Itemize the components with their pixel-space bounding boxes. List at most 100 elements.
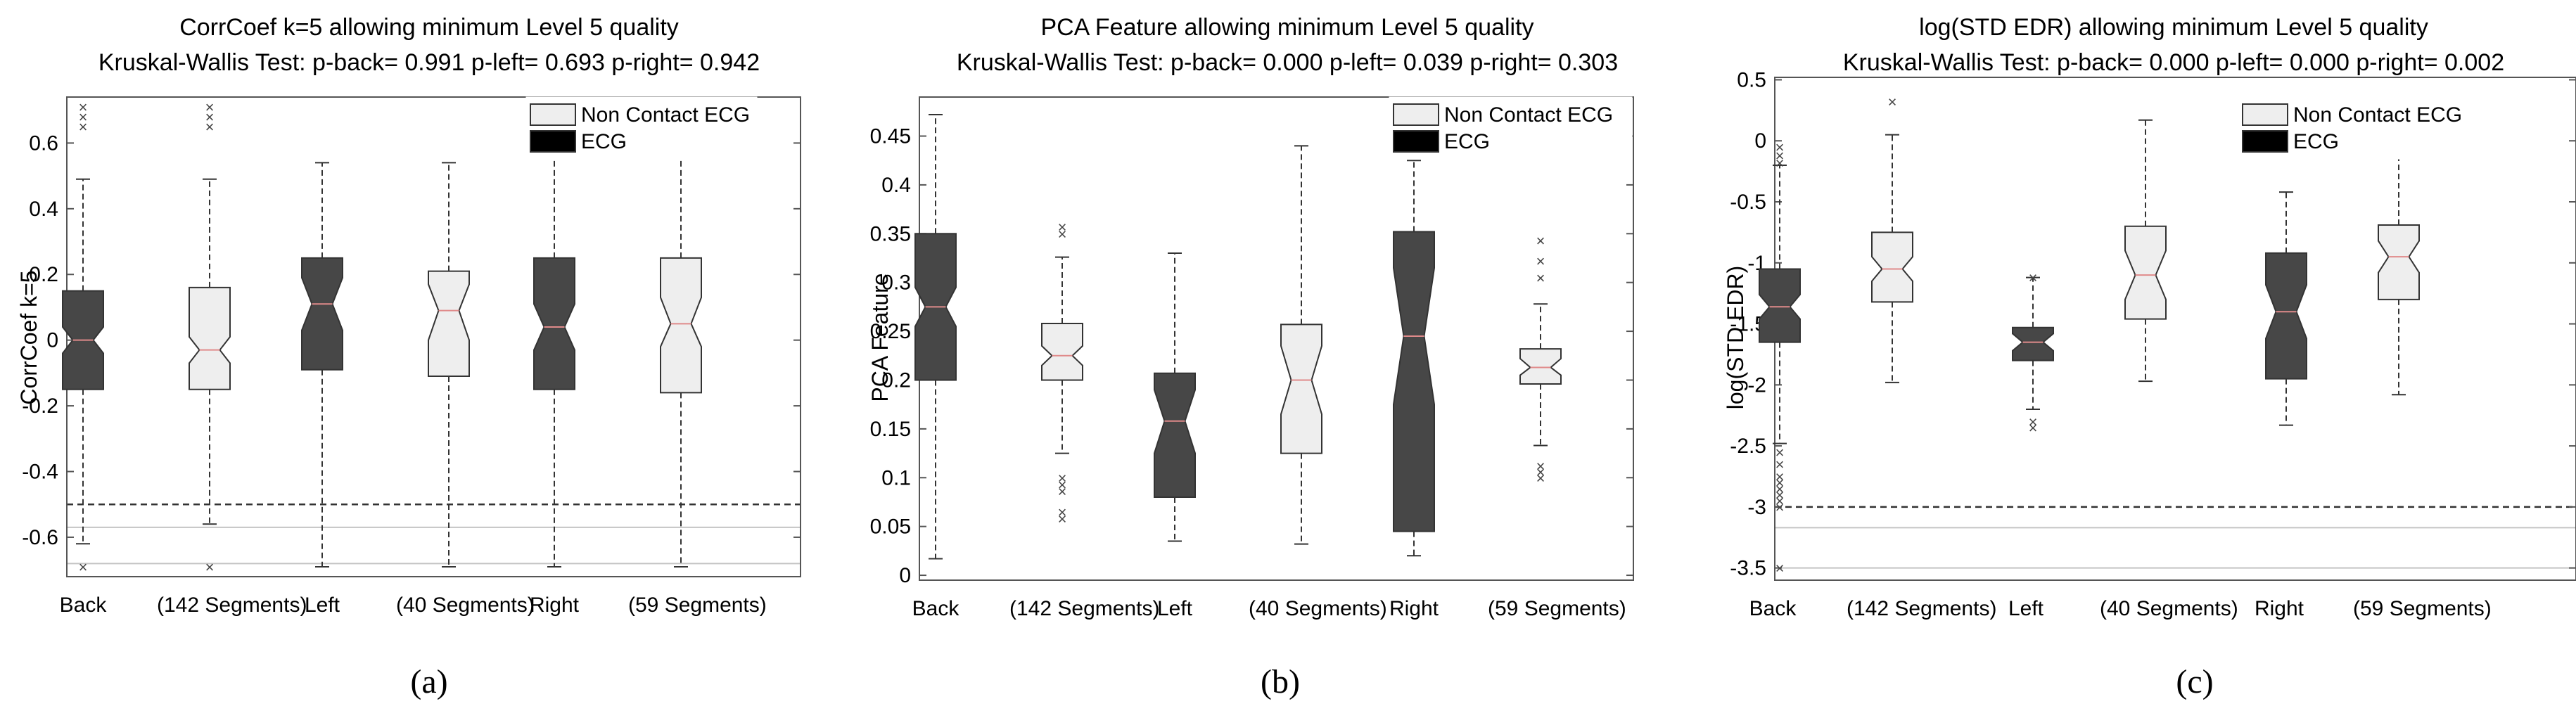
y-tick-label: 0	[46, 329, 58, 352]
ecg-box	[2265, 252, 2307, 380]
outlier-marker: ×	[1775, 456, 1785, 473]
outlier-marker: ×	[1775, 468, 1785, 485]
chart-title: log(STD EDR) allowing minimum Level 5 qu…	[1919, 14, 2428, 41]
outlier-marker: ×	[2029, 269, 2038, 287]
outlier-marker: ×	[205, 108, 215, 126]
y-tick-label: 0.35	[870, 222, 911, 245]
outlier-marker: ×	[1058, 469, 1067, 487]
y-tick-label: 0.4	[881, 174, 911, 197]
outlier-marker: ×	[1536, 458, 1545, 475]
non-contact-ecg-box	[1280, 323, 1322, 454]
y-tick-label: 0.05	[870, 515, 911, 539]
x-segment-label: (142 Segments)	[1847, 597, 1996, 620]
outlier-marker: ×	[1058, 476, 1067, 494]
x-group-label: Left	[305, 594, 340, 617]
y-tick-label: -0.6	[22, 526, 58, 549]
legend-label: ECG	[2293, 130, 2339, 153]
x-group-label: Back	[912, 597, 960, 620]
outlier-marker: ×	[2029, 413, 2038, 430]
outlier-marker: ×	[1058, 483, 1067, 501]
y-tick-label: 0.45	[870, 125, 911, 148]
ecg-box	[1759, 268, 1801, 343]
x-segment-label: (142 Segments)	[1009, 597, 1159, 620]
outlier-marker: ×	[1058, 225, 1067, 243]
y-tick-label: 0	[1754, 129, 1766, 153]
outlier-marker: ×	[205, 118, 215, 136]
legend: Non Contact ECG ECG	[1389, 96, 1633, 160]
outlier-marker: ×	[1058, 511, 1067, 528]
legend-swatch	[2242, 130, 2288, 153]
legend: Non Contact ECG ECG	[2238, 96, 2498, 160]
outlier-marker: ×	[1775, 139, 1785, 156]
x-group-label: Right	[2255, 597, 2304, 620]
outlier-marker: ×	[1888, 94, 1897, 111]
outlier-marker: ×	[79, 558, 88, 576]
outlier-marker: ×	[1058, 219, 1067, 236]
legend-label: ECG	[1444, 130, 1490, 153]
y-tick-label: 0.2	[881, 368, 911, 392]
non-contact-ecg-box	[428, 270, 470, 378]
legend-swatch	[2242, 103, 2288, 126]
legend-label: Non Contact ECG	[581, 103, 750, 127]
y-tick-label: -0.5	[1730, 191, 1766, 214]
outlier-marker: ×	[1536, 269, 1545, 287]
panel-label: (b)	[1261, 663, 1300, 700]
non-contact-ecg-box	[660, 257, 702, 394]
ecg-box	[2012, 326, 2054, 361]
x-group-label: Back	[60, 594, 108, 617]
panel-b: PCA Feature allowing minimum Level 5 qua…	[867, 14, 1634, 700]
x-group-label: Left	[2008, 597, 2044, 620]
y-tick-label: 0.3	[881, 271, 911, 295]
outlier-marker: ×	[1058, 504, 1067, 521]
panel-label: (c)	[2176, 663, 2213, 700]
outlier-marker: ×	[2029, 419, 2038, 437]
outlier-marker: ×	[1775, 147, 1785, 165]
outlier-marker: ×	[1536, 232, 1545, 250]
non-contact-ecg-box	[2124, 225, 2167, 320]
legend-label: Non Contact ECG	[2293, 103, 2462, 127]
y-tick-label: 0.4	[29, 198, 58, 221]
y-tick-label: -2.5	[1730, 435, 1766, 458]
legend-label: ECG	[581, 130, 627, 153]
outlier-marker: ×	[79, 118, 88, 136]
outlier-marker: ×	[1775, 474, 1785, 492]
ecg-box	[301, 257, 343, 371]
ecg-box	[1154, 372, 1196, 499]
chart-subtitle: Kruskal-Wallis Test: p-back= 0.000 p-lef…	[957, 49, 1618, 76]
outlier-marker: ×	[79, 98, 88, 116]
outlier-marker: ×	[1775, 154, 1785, 172]
outlier-marker: ×	[205, 558, 215, 576]
x-group-label: Right	[1389, 597, 1439, 620]
x-group-label: Left	[1157, 597, 1193, 620]
y-axis-label: CorrCoef k=5	[16, 270, 42, 404]
x-segment-label: (40 Segments)	[396, 594, 535, 617]
outlier-marker: ×	[1536, 469, 1545, 487]
plot-area-c: -3.5-3-2.5-2-1.5-1-0.500.5××××××××××××××…	[1730, 68, 2576, 620]
legend-swatch	[530, 103, 576, 126]
x-group-label: Right	[530, 594, 580, 617]
y-tick-label: -0.2	[22, 395, 58, 418]
legend-swatch	[530, 130, 576, 153]
legend-swatch	[1393, 103, 1439, 126]
y-tick-label: 0.15	[870, 418, 911, 441]
outlier-marker: ×	[1775, 492, 1785, 510]
x-segment-label: (40 Segments)	[2100, 597, 2238, 620]
outlier-marker: ×	[1536, 463, 1545, 481]
non-contact-ecg-box	[2378, 224, 2420, 300]
y-tick-label: -3	[1747, 496, 1766, 519]
y-tick-label: -0.4	[22, 461, 58, 484]
plot-area-b: 00.050.10.150.20.250.30.350.40.45×××××××…	[870, 96, 1634, 620]
panel-label: (a)	[410, 663, 447, 700]
y-tick-label: 0.6	[29, 132, 58, 155]
x-segment-label: (59 Segments)	[628, 594, 767, 617]
outlier-marker: ×	[79, 108, 88, 126]
x-group-label: Back	[1749, 597, 1797, 620]
x-segment-label: (59 Segments)	[1488, 597, 1626, 620]
x-segment-label: (59 Segments)	[2353, 597, 2492, 620]
y-tick-label: -3.5	[1730, 557, 1766, 580]
y-tick-label: 0	[899, 564, 911, 587]
non-contact-ecg-box	[1519, 348, 1562, 385]
y-axis-label: PCA Feature	[867, 273, 893, 402]
x-segment-label: (40 Segments)	[1249, 597, 1387, 620]
